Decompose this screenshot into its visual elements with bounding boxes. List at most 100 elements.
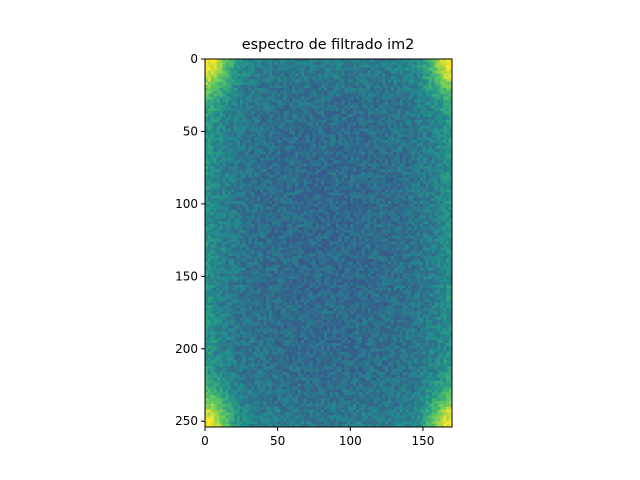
heatmap-cell (236, 131, 241, 135)
heatmap-cell (327, 108, 331, 112)
heatmap-cell (205, 111, 209, 115)
heatmap-cell (437, 163, 441, 167)
heatmap-cell (228, 111, 232, 115)
heatmap-cell (295, 218, 299, 222)
heatmap-cell (388, 137, 392, 141)
heatmap-cell (236, 99, 241, 103)
heatmap-cell (329, 128, 334, 132)
heatmap-cell (356, 105, 360, 109)
heatmap-cell (257, 76, 261, 80)
heatmap-cell (236, 125, 241, 129)
heatmap-cell (344, 114, 348, 118)
heatmap-cell (443, 209, 447, 213)
heatmap-cell (277, 148, 281, 153)
heatmap-cell (420, 119, 424, 124)
heatmap-cell (350, 157, 354, 161)
heatmap-cell (266, 224, 270, 228)
heatmap-cell (245, 90, 249, 95)
heatmap-cell (376, 160, 380, 164)
heatmap-cell (356, 177, 360, 182)
heatmap-cell (405, 90, 409, 95)
heatmap-cell (300, 67, 305, 71)
heatmap-cell (231, 70, 235, 74)
heatmap-cell (437, 59, 441, 63)
heatmap-cell (251, 157, 255, 161)
heatmap-cell (388, 224, 392, 228)
heatmap-cell (379, 122, 383, 127)
heatmap-cell (338, 70, 342, 74)
heatmap-cell (373, 125, 377, 129)
heatmap-cell (428, 128, 433, 132)
heatmap-cell (367, 119, 372, 124)
heatmap-cell (295, 192, 299, 196)
heatmap-cell (280, 166, 284, 170)
heatmap-cell (364, 59, 369, 63)
heatmap-cell (402, 218, 406, 222)
heatmap-cell (219, 212, 223, 216)
heatmap-cell (393, 116, 398, 121)
heatmap-cell (318, 122, 322, 127)
heatmap-cell (318, 64, 322, 69)
heatmap-cell (315, 96, 319, 100)
heatmap-cell (266, 192, 270, 196)
heatmap-cell (263, 114, 267, 118)
heatmap-cell (248, 76, 252, 80)
heatmap-cell (332, 212, 337, 216)
heatmap-cell (414, 99, 418, 103)
heatmap-cell (347, 67, 351, 71)
heatmap-cell (341, 102, 345, 106)
heatmap-cell (376, 224, 380, 228)
heatmap-cell (260, 209, 264, 213)
heatmap-cell (382, 183, 386, 187)
heatmap-cell (254, 145, 258, 150)
heatmap-cell (234, 163, 238, 167)
heatmap-cell (210, 64, 215, 69)
heatmap-cell (370, 221, 374, 225)
heatmap-cell (396, 64, 401, 69)
heatmap-cell (443, 119, 447, 124)
heatmap-cell (306, 99, 311, 103)
heatmap-cell (242, 215, 247, 219)
heatmap-cell (228, 85, 232, 89)
heatmap-cell (364, 172, 369, 176)
heatmap-cell (216, 85, 220, 89)
heatmap-cell (390, 102, 395, 106)
heatmap-cell (219, 154, 223, 158)
heatmap-cell (434, 172, 438, 176)
heatmap-cell (353, 111, 357, 115)
heatmap-cell (431, 93, 435, 98)
heatmap-cell (373, 212, 377, 216)
heatmap-cell (402, 93, 406, 98)
heatmap-cell (239, 67, 244, 71)
heatmap-cell (248, 192, 252, 196)
heatmap-cell (443, 93, 447, 98)
heatmap-cell (239, 125, 244, 129)
heatmap-cell (434, 76, 438, 80)
heatmap-cell (420, 108, 424, 112)
heatmap-cell (280, 145, 284, 150)
heatmap-cell (312, 114, 316, 118)
heatmap-cell (373, 119, 377, 124)
heatmap-cell (367, 212, 372, 216)
heatmap-cell (257, 200, 261, 205)
heatmap-cell (417, 172, 421, 176)
heatmap-cell (277, 206, 281, 211)
heatmap-cell (295, 145, 299, 150)
heatmap-cell (411, 174, 415, 179)
heatmap-cell (315, 108, 319, 112)
heatmap-cell (344, 73, 348, 77)
heatmap-cell (431, 64, 435, 69)
heatmap-cell (344, 192, 348, 196)
heatmap-cell (251, 108, 255, 112)
heatmap-cell (425, 209, 430, 213)
heatmap-cell (446, 145, 450, 150)
heatmap-cell (373, 151, 377, 156)
heatmap-cell (379, 111, 383, 115)
heatmap-cell (396, 200, 401, 205)
heatmap-cell (271, 128, 276, 132)
heatmap-cell (239, 154, 244, 158)
heatmap-cell (379, 227, 383, 231)
heatmap-cell (207, 224, 212, 228)
heatmap-cell (350, 93, 354, 98)
heatmap-cell (225, 212, 229, 216)
